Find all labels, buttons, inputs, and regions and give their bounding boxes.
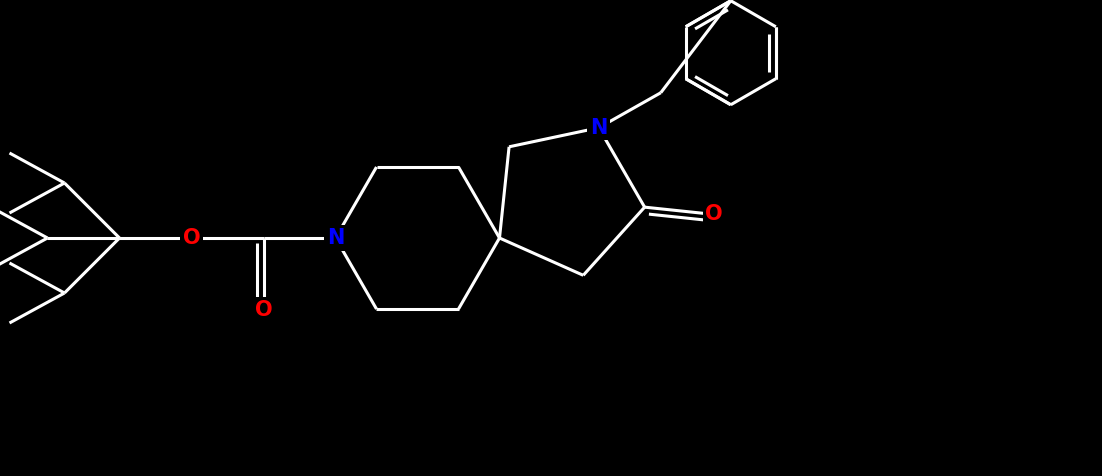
Text: O: O (183, 228, 201, 248)
Text: O: O (255, 300, 272, 320)
Text: O: O (705, 205, 723, 225)
Text: N: N (327, 228, 344, 248)
Text: N: N (590, 118, 607, 138)
